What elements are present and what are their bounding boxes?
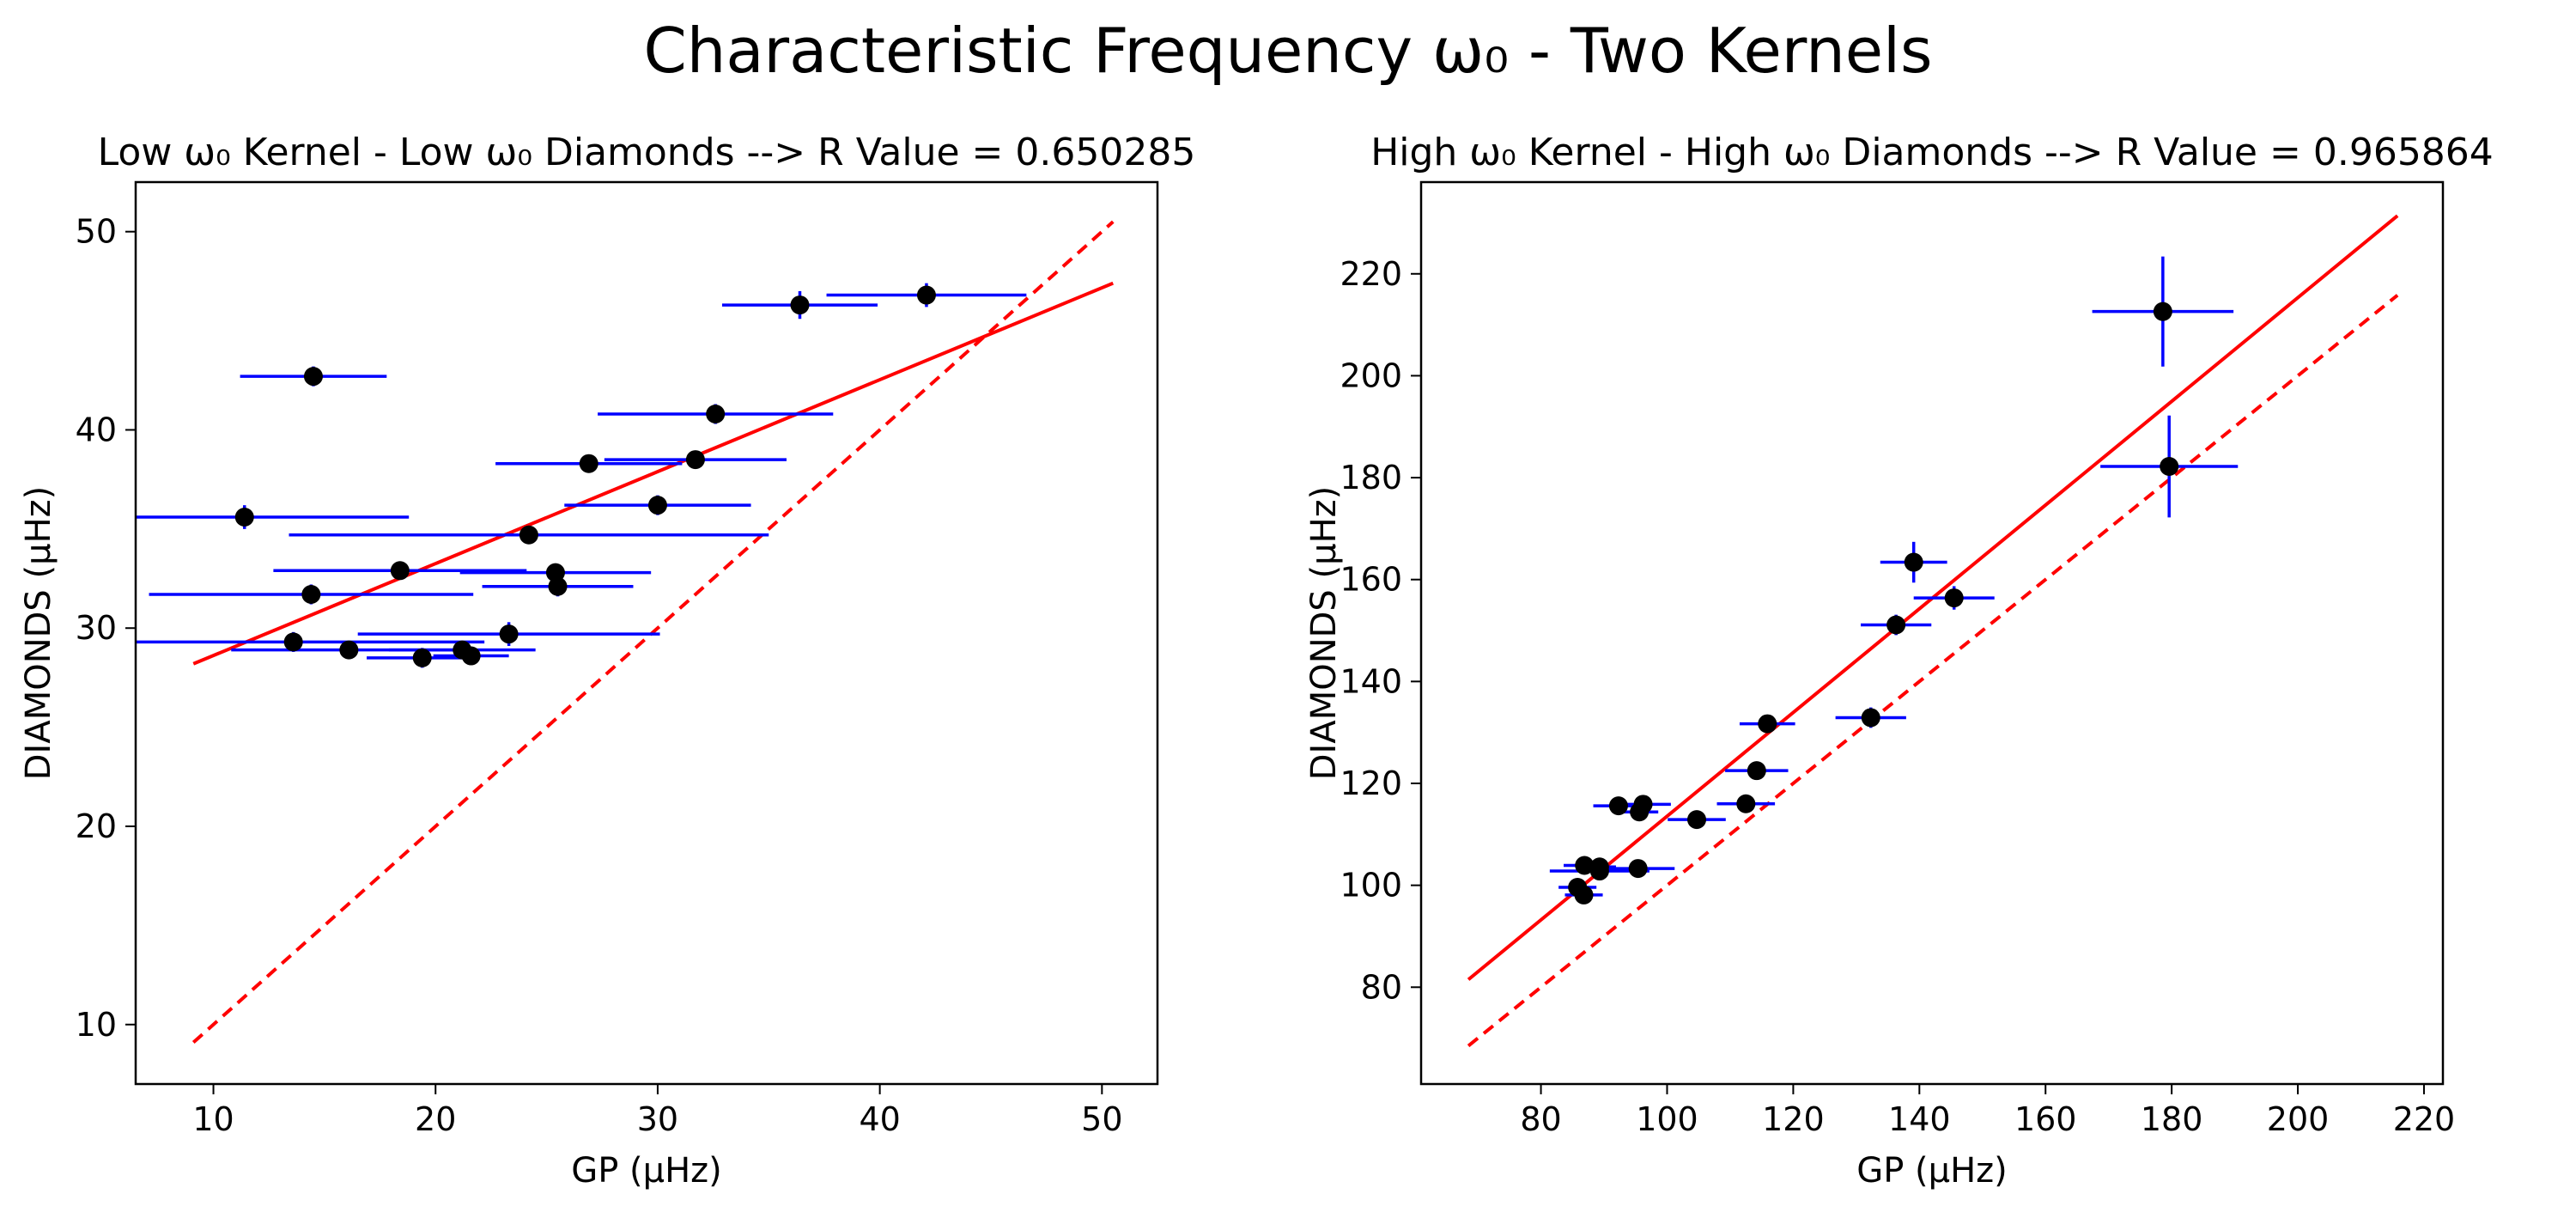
x-axis-label: GP (μHz) (571, 1151, 722, 1191)
data-point (579, 454, 598, 473)
axes-title: Low ω₀ Kernel - Low ω₀ Diamonds --> R Va… (98, 131, 1196, 174)
data-point (390, 561, 410, 581)
data-point (1687, 810, 1707, 830)
y-tick-label: 160 (1340, 561, 1402, 599)
data-point (1861, 708, 1880, 728)
x-tick-label: 220 (2393, 1100, 2456, 1138)
data-point (301, 585, 321, 604)
data-point (2153, 302, 2172, 321)
fit-line (192, 281, 1115, 666)
data-point (706, 405, 726, 423)
data-point (647, 496, 667, 515)
x-tick-label: 200 (2267, 1100, 2330, 1138)
data-point (685, 450, 705, 470)
x-tick-label: 30 (637, 1100, 678, 1138)
data-point (1886, 615, 1906, 635)
data-point (548, 576, 568, 596)
y-tick-label: 10 (76, 1006, 117, 1044)
data-point (1574, 885, 1594, 904)
y-tick-label: 30 (76, 609, 117, 647)
data-point (461, 646, 481, 666)
x-tick-label: 180 (2141, 1100, 2203, 1138)
data-point (1575, 856, 1595, 875)
figure-suptitle: Characteristic Frequency ω₀ - Two Kernel… (643, 15, 1932, 87)
plot-area (136, 220, 1115, 1045)
y-axis-label: DIAMONDS (μHz) (19, 486, 58, 781)
x-tick-label: 10 (192, 1100, 234, 1138)
identity-line (191, 220, 1115, 1045)
y-tick-label: 200 (1340, 356, 1402, 394)
y-tick-label: 100 (1340, 867, 1402, 904)
x-axis-label: GP (μHz) (1856, 1151, 2008, 1191)
y-tick-label: 80 (1361, 968, 1402, 1006)
data-point (1589, 857, 1609, 877)
y-tick-label: 220 (1340, 255, 1402, 293)
axes-title: High ω₀ Kernel - High ω₀ Diamonds --> R … (1370, 131, 2494, 174)
y-tick-label: 180 (1340, 459, 1402, 496)
data-point (1758, 714, 1777, 734)
x-tick-label: 40 (859, 1100, 900, 1138)
data-point (303, 367, 323, 387)
data-point (1736, 794, 1756, 813)
y-axis-label: DIAMONDS (μHz) (1304, 486, 1344, 781)
data-point (1904, 552, 1923, 572)
x-tick-label: 120 (1762, 1100, 1825, 1138)
data-point (1633, 795, 1653, 814)
y-tick-label: 140 (1340, 662, 1402, 700)
x-tick-label: 100 (1636, 1100, 1698, 1138)
x-tick-label: 20 (415, 1100, 456, 1138)
y-tick-label: 120 (1340, 764, 1402, 802)
data-point (1608, 796, 1628, 816)
data-point (339, 640, 359, 660)
axes-frame (1419, 180, 2445, 1086)
y-tick-label: 20 (76, 807, 117, 845)
data-point (412, 648, 432, 667)
data-point (234, 508, 254, 527)
data-point (283, 632, 303, 652)
data-point (2160, 457, 2179, 477)
axes-frame (134, 180, 1159, 1086)
data-point (1628, 859, 1648, 879)
x-tick-label: 50 (1081, 1100, 1122, 1138)
y-tick-label: 50 (76, 213, 117, 251)
plot-area (1467, 214, 2399, 1048)
data-point (519, 525, 538, 545)
data-point (916, 285, 936, 305)
chart-panel-2: High ω₀ Kernel - High ω₀ Diamonds --> R … (1304, 131, 2494, 1191)
y-tick-label: 40 (76, 411, 117, 448)
data-point (1747, 761, 1766, 781)
identity-line (1467, 294, 2399, 1048)
x-tick-label: 140 (1888, 1100, 1951, 1138)
x-tick-label: 80 (1520, 1100, 1561, 1138)
data-point (790, 295, 810, 315)
data-point (545, 563, 565, 582)
chart-panel-1: Low ω₀ Kernel - Low ω₀ Diamonds --> R Va… (19, 131, 1195, 1191)
x-tick-label: 160 (2014, 1100, 2077, 1138)
data-point (1944, 588, 1964, 608)
data-point (499, 624, 519, 644)
